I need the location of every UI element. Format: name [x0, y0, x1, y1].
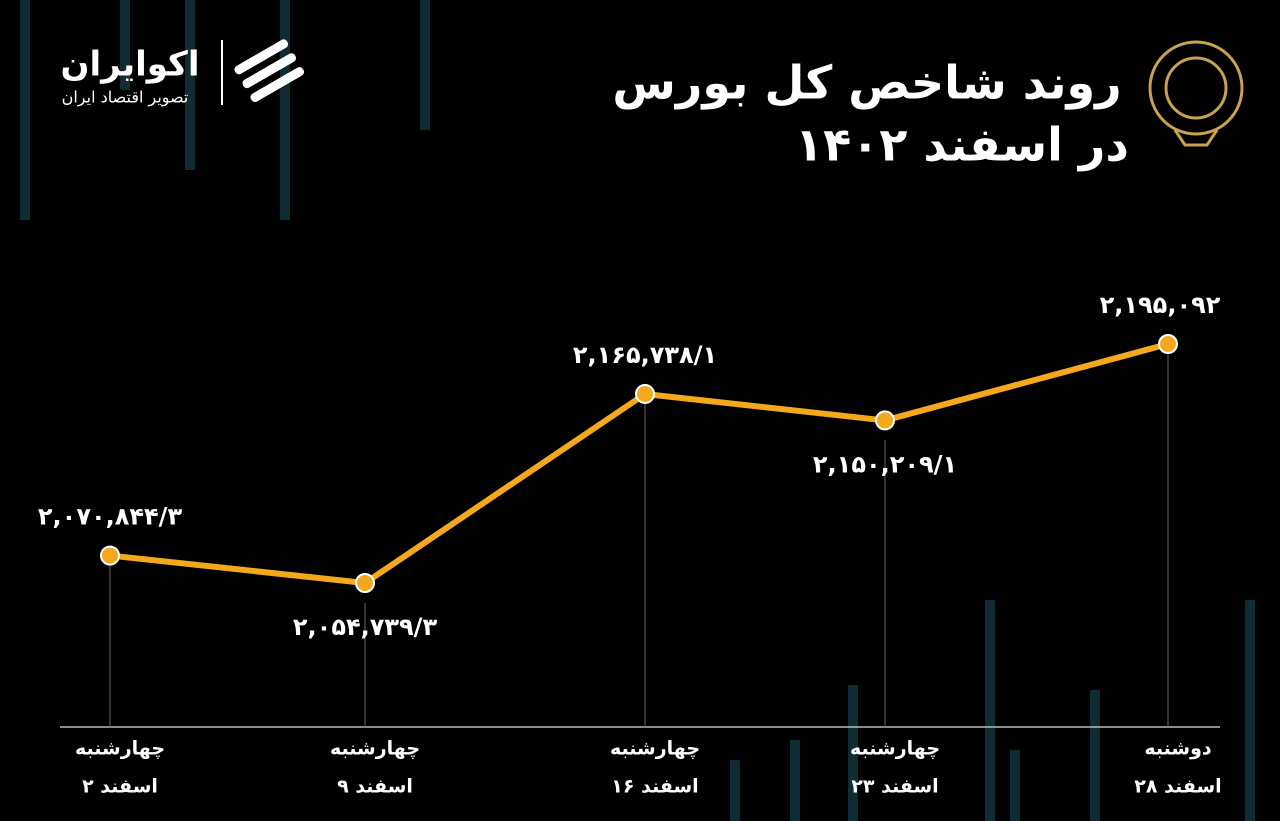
chart-title: روند شاخص کل بورس [612, 56, 1121, 110]
x-tick-weekday: چهارشنبه [610, 738, 700, 760]
data-point [355, 573, 375, 593]
value-label: ۲,۱۶۵,۷۳۸/۱ [573, 341, 717, 369]
x-tick-weekday: دوشنبه [1144, 738, 1212, 760]
value-label: ۲,۰۷۰,۸۴۴/۳ [38, 503, 183, 531]
x-tick-label: ۹ اسفند [337, 776, 413, 798]
data-point [100, 545, 120, 566]
value-label: ۲,۱۵۰,۲۰۹/۱ [813, 450, 957, 478]
x-tick-label: ۲ اسفند [82, 776, 158, 798]
data-point [635, 383, 655, 404]
x-tick-label: ۲۳ اسفند [851, 776, 938, 798]
data-point [875, 410, 895, 431]
brand-logo [221, 39, 305, 105]
data-point [1158, 334, 1178, 354]
value-label: ۲,۱۹۵,۰۹۲ [1100, 291, 1221, 319]
x-tick-weekday: چهارشنبه [330, 738, 420, 760]
chart-subtitle: در اسفند ۱۴۰۲ [795, 118, 1129, 172]
x-tick-weekday: چهارشنبه [850, 738, 940, 760]
emblem [1148, 40, 1244, 147]
brand-name: اکوایران [61, 45, 200, 85]
background-decoration [20, 0, 1255, 821]
x-tick-weekday: چهارشنبه [75, 738, 165, 760]
series-line [109, 341, 1169, 586]
brand-tagline: تصویر اقتصاد ایران [62, 88, 189, 108]
x-tick-label: ۲۸ اسفند [1134, 776, 1221, 798]
value-label: ۲,۰۵۴,۷۳۹/۳ [293, 613, 438, 641]
x-tick-label: ۱۶ اسفند [611, 776, 698, 798]
